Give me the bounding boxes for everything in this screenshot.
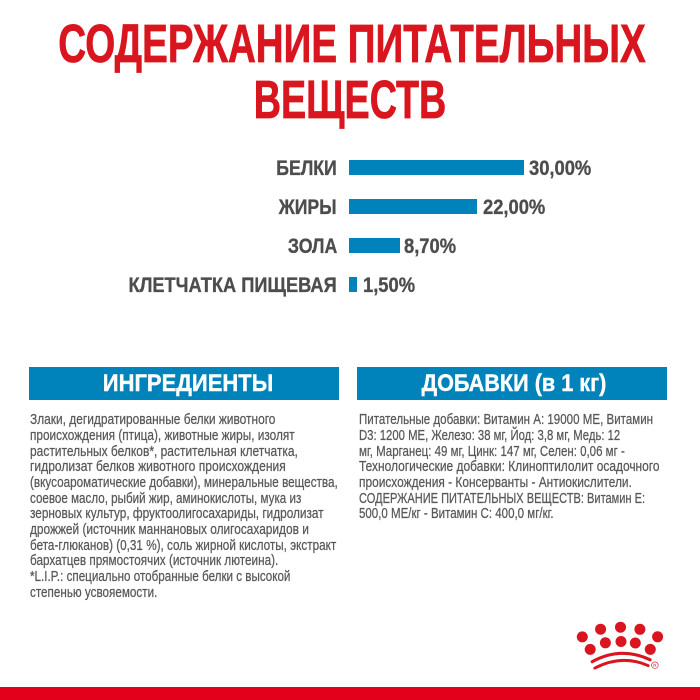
svg-text:R: R	[653, 663, 657, 668]
